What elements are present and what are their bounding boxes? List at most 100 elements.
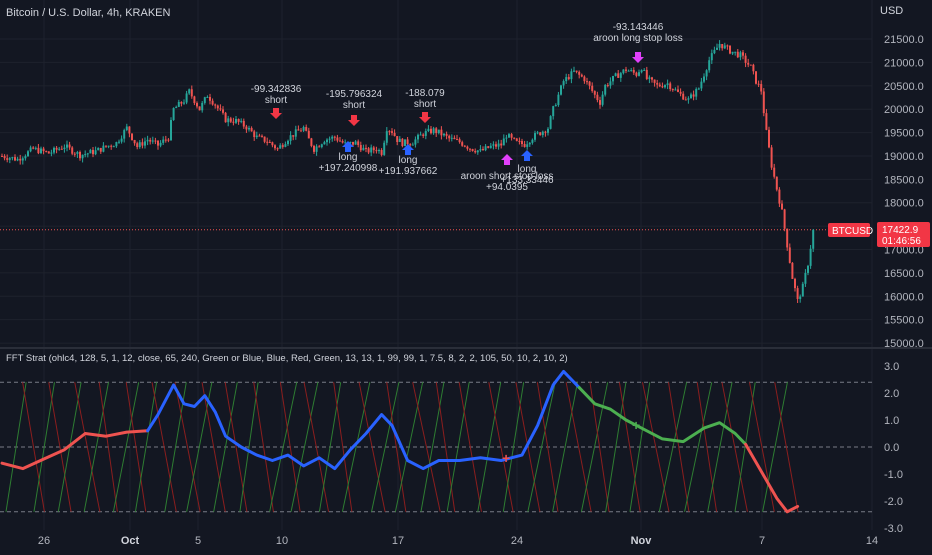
candle-body[interactable] <box>388 131 391 133</box>
candle-body[interactable] <box>107 145 110 147</box>
candle-body[interactable] <box>320 144 323 147</box>
candle-body[interactable] <box>521 141 523 145</box>
candle-body[interactable] <box>396 136 399 143</box>
candle-body[interactable] <box>55 147 58 150</box>
candle-body[interactable] <box>352 141 354 145</box>
candle-body[interactable] <box>458 139 461 143</box>
candle-body[interactable] <box>419 134 422 136</box>
candle-body[interactable] <box>710 53 713 61</box>
candle-body[interactable] <box>365 147 367 149</box>
candle-body[interactable] <box>495 144 497 147</box>
candle-body[interactable] <box>807 265 809 273</box>
candle-body[interactable] <box>424 131 427 136</box>
oscillator-pane[interactable]: ++ <box>0 369 800 514</box>
candle-body[interactable] <box>224 112 227 123</box>
candle-body[interactable] <box>349 141 352 143</box>
candle-body[interactable] <box>736 51 739 58</box>
candle-body[interactable] <box>765 113 768 130</box>
candle-body[interactable] <box>310 138 313 146</box>
candle-body[interactable] <box>112 146 115 148</box>
candle-body[interactable] <box>266 141 269 143</box>
candle-body[interactable] <box>362 147 365 151</box>
candle-body[interactable] <box>619 73 622 78</box>
candle-body[interactable] <box>284 144 287 147</box>
candle-body[interactable] <box>453 137 456 140</box>
candle-body[interactable] <box>188 89 191 94</box>
candle-body[interactable] <box>794 278 796 289</box>
candle-body[interactable] <box>471 149 474 151</box>
candle-body[interactable] <box>14 157 16 161</box>
candle-body[interactable] <box>40 148 42 154</box>
candle-body[interactable] <box>799 296 802 299</box>
candle-body[interactable] <box>417 134 419 140</box>
candle-body[interactable] <box>209 96 211 101</box>
candle-body[interactable] <box>552 106 555 117</box>
candle-body[interactable] <box>599 100 601 105</box>
candle-body[interactable] <box>508 134 510 138</box>
candle-body[interactable] <box>573 70 575 72</box>
candle-body[interactable] <box>747 62 750 65</box>
candle-body[interactable] <box>248 127 250 130</box>
candle-body[interactable] <box>567 77 570 80</box>
candle-body[interactable] <box>721 43 724 49</box>
candle-body[interactable] <box>718 43 721 48</box>
candle-body[interactable] <box>422 134 425 136</box>
candle-body[interactable] <box>788 247 791 263</box>
candle-body[interactable] <box>3 156 6 159</box>
candle-body[interactable] <box>474 150 477 153</box>
candle-body[interactable] <box>578 71 581 75</box>
candle-body[interactable] <box>315 146 318 152</box>
candle-body[interactable] <box>518 140 521 142</box>
candle-body[interactable] <box>183 102 185 104</box>
candle-body[interactable] <box>448 135 451 139</box>
candle-body[interactable] <box>739 52 742 58</box>
candle-body[interactable] <box>476 150 479 153</box>
candle-body[interactable] <box>651 77 653 80</box>
candle-body[interactable] <box>63 147 66 150</box>
candle-body[interactable] <box>601 94 604 105</box>
candle-body[interactable] <box>409 144 412 146</box>
candle-body[interactable] <box>726 45 729 47</box>
candle-body[interactable] <box>588 81 591 86</box>
candle-body[interactable] <box>502 138 505 146</box>
candle-body[interactable] <box>162 139 165 143</box>
candle-body[interactable] <box>700 81 703 89</box>
candle-body[interactable] <box>690 94 692 99</box>
candle-body[interactable] <box>185 93 188 103</box>
candle-body[interactable] <box>729 45 731 54</box>
candle-body[interactable] <box>565 77 568 82</box>
candle-body[interactable] <box>622 69 625 74</box>
candle-body[interactable] <box>261 135 263 137</box>
candle-body[interactable] <box>614 73 617 76</box>
candle-body[interactable] <box>271 142 274 146</box>
candle-body[interactable] <box>302 127 305 131</box>
candle-body[interactable] <box>664 85 666 88</box>
candle-body[interactable] <box>515 138 518 141</box>
candle-body[interactable] <box>669 83 672 90</box>
candle-body[interactable] <box>367 148 370 153</box>
candle-body[interactable] <box>268 142 271 144</box>
candle-body[interactable] <box>557 94 560 106</box>
candle-body[interactable] <box>211 100 214 105</box>
candle-body[interactable] <box>526 144 529 147</box>
candle-body[interactable] <box>339 140 341 142</box>
candle-body[interactable] <box>497 143 500 147</box>
candle-body[interactable] <box>596 94 599 101</box>
candle-body[interactable] <box>505 137 508 139</box>
candle-body[interactable] <box>456 139 458 141</box>
candle-body[interactable] <box>612 75 614 82</box>
candle-body[interactable] <box>523 144 526 147</box>
candle-body[interactable] <box>510 134 513 138</box>
candle-body[interactable] <box>216 105 219 109</box>
candle-body[interactable] <box>812 229 815 249</box>
candle-body[interactable] <box>263 136 266 142</box>
candle-body[interactable] <box>440 129 443 136</box>
candle-body[interactable] <box>744 55 747 63</box>
candle-body[interactable] <box>151 140 154 142</box>
candle-body[interactable] <box>76 152 79 154</box>
candle-body[interactable] <box>289 135 292 141</box>
candle-body[interactable] <box>237 118 240 122</box>
candle-body[interactable] <box>92 149 94 155</box>
candle-body[interactable] <box>86 153 89 155</box>
candle-body[interactable] <box>684 99 687 101</box>
